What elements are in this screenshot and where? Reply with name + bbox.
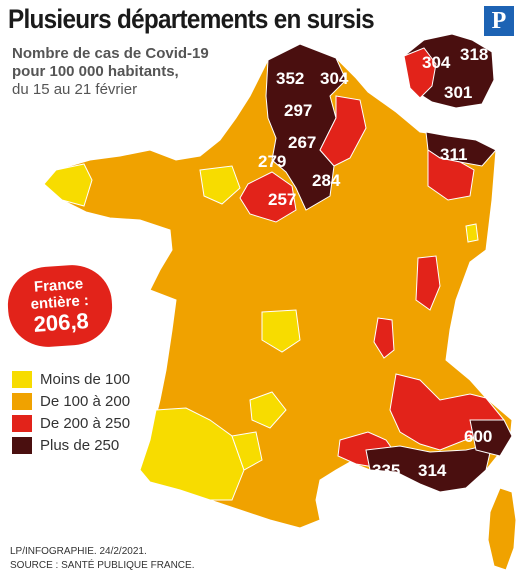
subtitle-line-2: pour 100 000 habitants, [12, 63, 179, 80]
region-red-north-east [319, 95, 367, 167]
label-318: 318 [460, 45, 488, 64]
region-yellow-south-west [139, 407, 245, 501]
label-335: 335 [372, 461, 400, 480]
region-yellow-center [261, 309, 301, 353]
subtitle-dates: du 15 au 21 février [12, 81, 138, 98]
region-yellow-south-center [249, 391, 287, 429]
region-red-paris-west [239, 171, 297, 223]
credits-line-2: SOURCE : SANTÉ PUBLIQUE FRANCE. [10, 560, 195, 571]
map-subtitle: Nombre de cas de Covid-19 pour 100 000 h… [12, 45, 262, 99]
corsica [487, 487, 517, 571]
subtitle-line-1: Nombre de cas de Covid-19 [12, 45, 209, 62]
label-284: 284 [312, 171, 341, 190]
newspaper-logo: P [484, 6, 514, 36]
legend-label: De 100 à 200 [40, 392, 131, 410]
legend-label: De 200 à 250 [40, 414, 131, 432]
label-352: 352 [276, 69, 304, 88]
region-dark-north [265, 43, 347, 211]
map-legend: Moins de 100 De 100 à 200 De 200 à 250 Plus… [12, 368, 130, 456]
label-600: 600 [464, 427, 492, 446]
credits: LP/INFOGRAPHIE. 24/2/2021. SOURCE : SANT… [10, 545, 194, 573]
label-279: 279 [258, 152, 286, 171]
legend-item: De 100 à 200 [12, 390, 130, 412]
label-304-north: 304 [320, 69, 349, 88]
legend-label: Moins de 100 [40, 370, 131, 388]
label-304-inset: 304 [422, 53, 451, 72]
legend-label: Plus de 250 [40, 436, 120, 454]
region-red-east [427, 149, 475, 201]
label-314: 314 [418, 461, 447, 480]
region-red-rhone [373, 317, 395, 359]
legend-item: Moins de 100 [12, 368, 130, 390]
credits-line-1: LP/INFOGRAPHIE. 24/2/2021. [10, 546, 147, 557]
legend-swatch [12, 414, 32, 432]
region-yellow-east [465, 223, 479, 243]
legend-item: De 200 à 250 [12, 412, 130, 434]
legend-swatch [12, 436, 32, 454]
map-title: Plusieurs départements en sursis [8, 4, 375, 34]
label-311: 311 [440, 145, 467, 164]
legend-item: Plus de 250 [12, 434, 130, 456]
label-267: 267 [288, 133, 316, 152]
region-yellow-north-west [199, 165, 241, 205]
region-yellow-west [43, 163, 93, 207]
legend-swatch [12, 370, 32, 388]
region-dark-nice [469, 419, 513, 457]
ile-de-france-inset-red [403, 47, 437, 99]
label-297: 297 [284, 101, 312, 120]
region-yellow-south-middle [231, 431, 263, 471]
label-257: 257 [268, 190, 296, 209]
legend-swatch [12, 392, 32, 410]
label-301: 301 [444, 83, 472, 102]
region-red-jura [415, 255, 441, 311]
region-dark-south-coast [365, 443, 493, 493]
